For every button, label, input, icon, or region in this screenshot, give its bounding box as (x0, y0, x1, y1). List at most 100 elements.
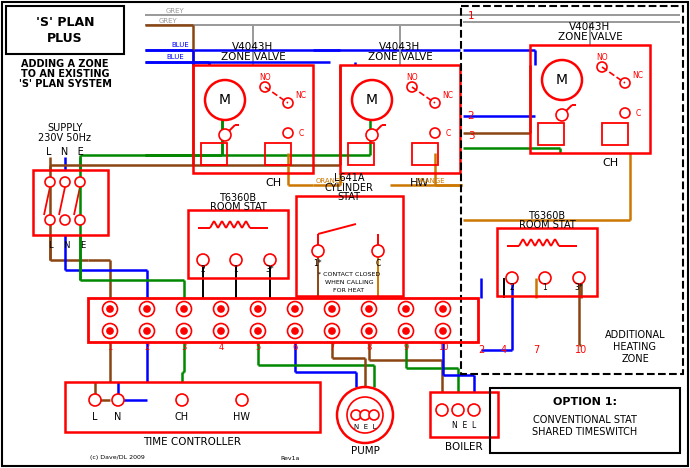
Circle shape (292, 306, 298, 312)
Text: M: M (556, 73, 568, 87)
Circle shape (75, 177, 85, 187)
Circle shape (435, 301, 451, 316)
Circle shape (197, 254, 209, 266)
Circle shape (230, 254, 242, 266)
Text: T6360B: T6360B (529, 211, 566, 221)
Circle shape (139, 323, 155, 338)
Text: PLUS: PLUS (47, 31, 83, 44)
Circle shape (45, 215, 55, 225)
Circle shape (89, 394, 101, 406)
Circle shape (436, 404, 448, 416)
Text: ROOM STAT: ROOM STAT (210, 202, 266, 212)
Text: 1: 1 (108, 343, 112, 351)
Text: HEATING: HEATING (613, 342, 656, 352)
Circle shape (107, 306, 113, 312)
Circle shape (283, 98, 293, 108)
Bar (265, 143, 291, 165)
Circle shape (362, 301, 377, 316)
Circle shape (440, 306, 446, 312)
Circle shape (440, 328, 446, 334)
Circle shape (103, 301, 117, 316)
Text: Rev1a: Rev1a (280, 455, 299, 461)
Text: L641A: L641A (334, 173, 364, 183)
Text: ORANGE: ORANGE (415, 178, 445, 184)
Circle shape (360, 410, 370, 420)
Circle shape (430, 128, 440, 138)
Circle shape (403, 328, 409, 334)
Text: 230V 50Hz: 230V 50Hz (39, 133, 92, 143)
Text: FOR HEAT: FOR HEAT (333, 287, 364, 292)
Text: 10: 10 (575, 345, 587, 355)
Text: 3: 3 (468, 131, 474, 141)
Circle shape (312, 245, 324, 257)
Text: CH: CH (175, 412, 189, 422)
Circle shape (362, 323, 377, 338)
Circle shape (103, 323, 117, 338)
Circle shape (351, 410, 361, 420)
Text: 'S' PLAN SYSTEM: 'S' PLAN SYSTEM (19, 79, 112, 89)
Text: BLUE: BLUE (171, 42, 189, 48)
Circle shape (176, 394, 188, 406)
Text: ADDING A ZONE: ADDING A ZONE (21, 59, 109, 69)
Text: TO AN EXISTING: TO AN EXISTING (21, 69, 109, 79)
Text: N  E  L: N E L (354, 424, 376, 430)
Bar (340, 65, 460, 173)
Circle shape (218, 306, 224, 312)
Text: 8: 8 (366, 343, 372, 351)
Circle shape (452, 404, 464, 416)
Circle shape (219, 129, 231, 141)
Circle shape (205, 80, 245, 120)
Text: * CONTACT CLOSED: * CONTACT CLOSED (318, 271, 380, 277)
Circle shape (369, 410, 379, 420)
Bar (33, 170, 108, 235)
Circle shape (573, 272, 585, 284)
Circle shape (45, 177, 55, 187)
Text: OPTION 1:: OPTION 1: (553, 397, 617, 407)
Circle shape (213, 323, 228, 338)
Circle shape (177, 301, 192, 316)
Text: 4: 4 (501, 345, 507, 355)
Text: 10: 10 (437, 343, 448, 351)
Circle shape (288, 301, 302, 316)
Circle shape (542, 60, 582, 100)
Circle shape (539, 272, 551, 284)
Text: WHEN CALLING: WHEN CALLING (325, 279, 373, 285)
Text: ADDITIONAL: ADDITIONAL (604, 330, 665, 340)
Circle shape (144, 306, 150, 312)
Circle shape (213, 301, 228, 316)
Text: NC: NC (442, 90, 453, 100)
Text: STAT: STAT (337, 192, 360, 202)
Text: 2: 2 (144, 343, 150, 351)
Circle shape (236, 394, 248, 406)
Text: 1: 1 (542, 284, 547, 292)
Text: CH: CH (265, 178, 281, 188)
Circle shape (60, 177, 70, 187)
Text: L   N   E: L N E (46, 147, 84, 157)
Circle shape (112, 394, 124, 406)
Text: TIME CONTROLLER: TIME CONTROLLER (143, 437, 241, 447)
Bar (188, 210, 288, 278)
Bar (88, 298, 478, 342)
Text: NC: NC (295, 90, 306, 100)
Text: SHARED TIMESWITCH: SHARED TIMESWITCH (533, 427, 638, 437)
Bar (538, 123, 564, 145)
Text: PUMP: PUMP (351, 446, 380, 456)
Text: L    N    E: L N E (50, 241, 87, 249)
Text: 1: 1 (234, 265, 238, 275)
Circle shape (139, 301, 155, 316)
Text: C: C (375, 258, 381, 268)
Text: NO: NO (406, 73, 418, 81)
Text: BLUE: BLUE (166, 54, 184, 60)
Text: BOILER: BOILER (445, 442, 483, 452)
Circle shape (60, 215, 70, 225)
Circle shape (283, 128, 293, 138)
Circle shape (181, 306, 187, 312)
Bar (296, 196, 403, 296)
Circle shape (620, 78, 630, 88)
Text: 7: 7 (329, 343, 335, 351)
Circle shape (366, 129, 378, 141)
Circle shape (250, 301, 266, 316)
Circle shape (337, 387, 393, 443)
Text: (c) Dave/DL 2009: (c) Dave/DL 2009 (90, 455, 145, 461)
Bar (530, 45, 650, 153)
